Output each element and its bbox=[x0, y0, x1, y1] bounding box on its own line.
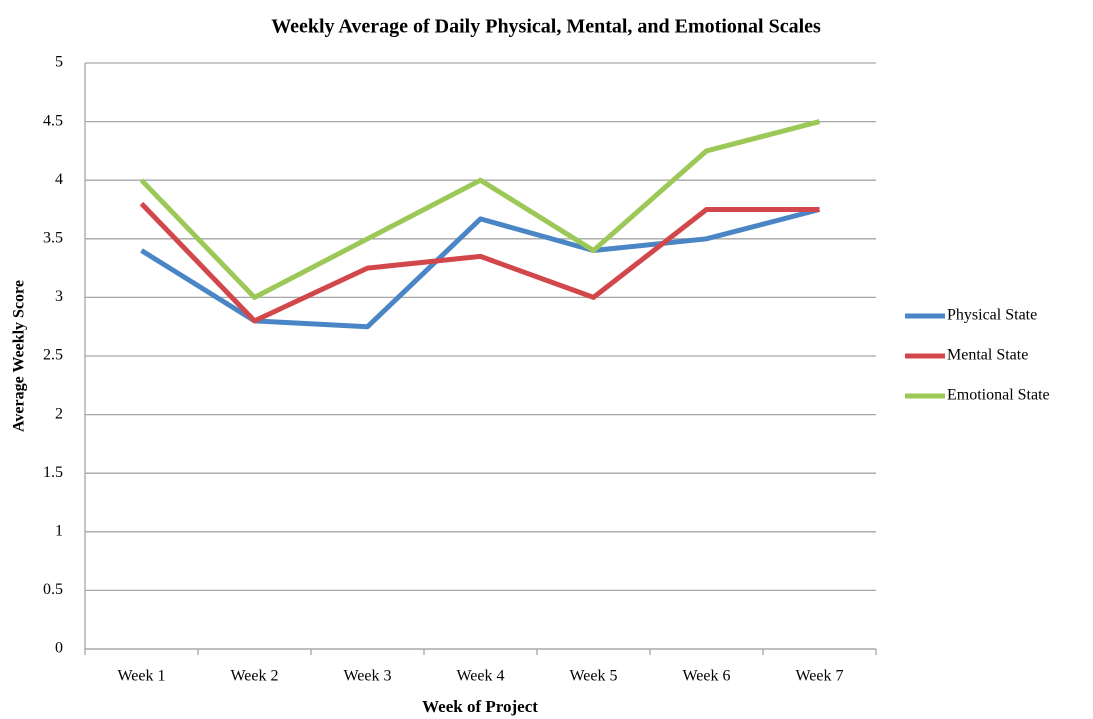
y-tick-label: 2.5 bbox=[43, 347, 63, 364]
series-line bbox=[139, 119, 821, 300]
x-tick-label: Week 2 bbox=[230, 668, 278, 685]
y-tick-label: 2 bbox=[55, 405, 63, 422]
x-tick-label: Week 1 bbox=[117, 668, 165, 685]
y-tick-label: 3.5 bbox=[43, 229, 63, 246]
y-tick-label: 0.5 bbox=[43, 581, 63, 598]
y-tick-label: 5 bbox=[55, 54, 63, 71]
legend-label: Mental State bbox=[947, 347, 1028, 364]
y-tick-label: 1 bbox=[55, 522, 63, 539]
x-tick-label: Week 4 bbox=[456, 668, 504, 685]
x-tick-label: Week 3 bbox=[343, 668, 391, 685]
x-axis-label: Week of Project bbox=[422, 697, 538, 716]
y-tick-label: 4 bbox=[55, 171, 63, 188]
legend-label: Emotional State bbox=[947, 387, 1050, 404]
y-tick-label: 0 bbox=[55, 640, 63, 657]
series-line bbox=[139, 201, 820, 324]
x-tick-label: Week 5 bbox=[569, 668, 617, 685]
y-tick-label: 3 bbox=[55, 288, 63, 305]
x-tick-label: Week 7 bbox=[795, 668, 843, 685]
y-tick-label: 4.5 bbox=[43, 112, 63, 129]
x-tick-label: Week 6 bbox=[682, 668, 730, 685]
legend-label: Physical State bbox=[947, 307, 1037, 324]
chart-title: Weekly Average of Daily Physical, Mental… bbox=[271, 16, 821, 38]
y-tick-label: 1.5 bbox=[43, 464, 63, 481]
y-axis-label: Average Weekly Score bbox=[11, 280, 28, 432]
